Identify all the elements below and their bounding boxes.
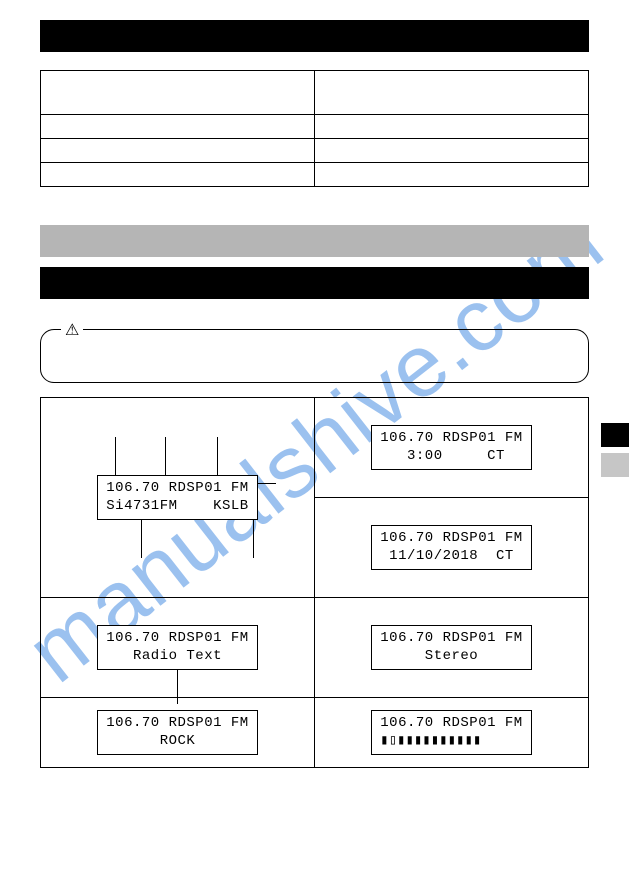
table-row	[41, 163, 589, 187]
table-row	[41, 71, 589, 115]
lcd-line1: 106.70 RDSP01 FM	[106, 715, 248, 731]
lcd-stereo: 106.70 RDSP01 FM Stereo	[371, 625, 531, 670]
annotation-tick	[258, 483, 276, 484]
lcd-line1: 106.70 RDSP01 FM	[380, 630, 522, 646]
side-tab-inactive	[601, 453, 629, 477]
lcd-main: 106.70 RDSP01 FM Si4731FM KSLB	[97, 475, 257, 520]
table-cell	[41, 163, 315, 187]
table-row	[41, 115, 589, 139]
table-cell	[315, 71, 589, 115]
side-tabs	[601, 423, 629, 477]
lcd-display-grid: 106.70 RDSP01 FM Si4731FM KSLB 106.70 RD…	[40, 397, 589, 768]
lcd-line2: 11/10/2018 CT	[380, 548, 522, 566]
annotation-tick	[177, 670, 178, 704]
lcd-line2: Si4731FM KSLB	[106, 498, 248, 516]
lcd-line1: 106.70 RDSP01 FM	[380, 530, 522, 546]
lcd-cell-stereo: 106.70 RDSP01 FM Stereo	[315, 598, 589, 698]
table-cell	[41, 139, 315, 163]
warning-box: ⚠	[40, 329, 589, 383]
lcd-clock: 106.70 RDSP01 FM 3:00 CT	[371, 425, 531, 470]
lcd-line2: Stereo	[380, 648, 522, 666]
lcd-line1: 106.70 RDSP01 FM	[106, 630, 248, 646]
lcd-radiotext: 106.70 RDSP01 FM Radio Text	[97, 625, 257, 670]
lcd-cell-date: 106.70 RDSP01 FM 11/10/2018 CT	[315, 498, 589, 598]
section-black-bar	[40, 267, 589, 299]
lcd-date: 106.70 RDSP01 FM 11/10/2018 CT	[371, 525, 531, 570]
lcd-cell-clock: 106.70 RDSP01 FM 3:00 CT	[315, 398, 589, 498]
lcd-pty: 106.70 RDSP01 FM ROCK	[97, 710, 257, 755]
section-grey-bar	[40, 225, 589, 257]
annotation-tick	[217, 437, 218, 475]
annotation-tick	[253, 520, 254, 558]
table-cell	[315, 163, 589, 187]
lcd-cell-bargraph: 106.70 RDSP01 FM ▮▯▮▮▮▮▮▮▮▮▮▮	[315, 698, 589, 768]
lcd-line1: 106.70 RDSP01 FM	[380, 430, 522, 446]
annotation-tick	[141, 520, 142, 558]
lcd-line2: Radio Text	[106, 648, 248, 666]
lcd-bargraph: 106.70 RDSP01 FM ▮▯▮▮▮▮▮▮▮▮▮▮	[371, 710, 531, 755]
table-cell	[41, 115, 315, 139]
page-content: ⚠ 106.70 RDSP01 FM Si4731FM KSLB 106.70 …	[40, 20, 589, 768]
lcd-line2: ROCK	[106, 733, 248, 751]
lcd-cell-main: 106.70 RDSP01 FM Si4731FM KSLB	[41, 398, 315, 598]
annotation-tick	[165, 437, 166, 475]
lcd-cell-pty: 106.70 RDSP01 FM ROCK	[41, 698, 315, 768]
side-tab-active	[601, 423, 629, 447]
lcd-line2: 3:00 CT	[380, 448, 522, 466]
lcd-line1: 106.70 RDSP01 FM	[106, 480, 248, 496]
table-cell	[315, 139, 589, 163]
annotation-tick	[115, 437, 116, 475]
table-cell	[41, 71, 315, 115]
header-black-bar	[40, 20, 589, 52]
table-row	[41, 139, 589, 163]
lcd-line1: 106.70 RDSP01 FM	[380, 715, 522, 731]
spec-table	[40, 70, 589, 187]
warning-icon: ⚠	[61, 320, 83, 340]
lcd-bargraph-row: ▮▯▮▮▮▮▮▮▮▮▮▮	[380, 733, 522, 751]
table-cell	[315, 115, 589, 139]
lcd-cell-radiotext: 106.70 RDSP01 FM Radio Text	[41, 598, 315, 698]
